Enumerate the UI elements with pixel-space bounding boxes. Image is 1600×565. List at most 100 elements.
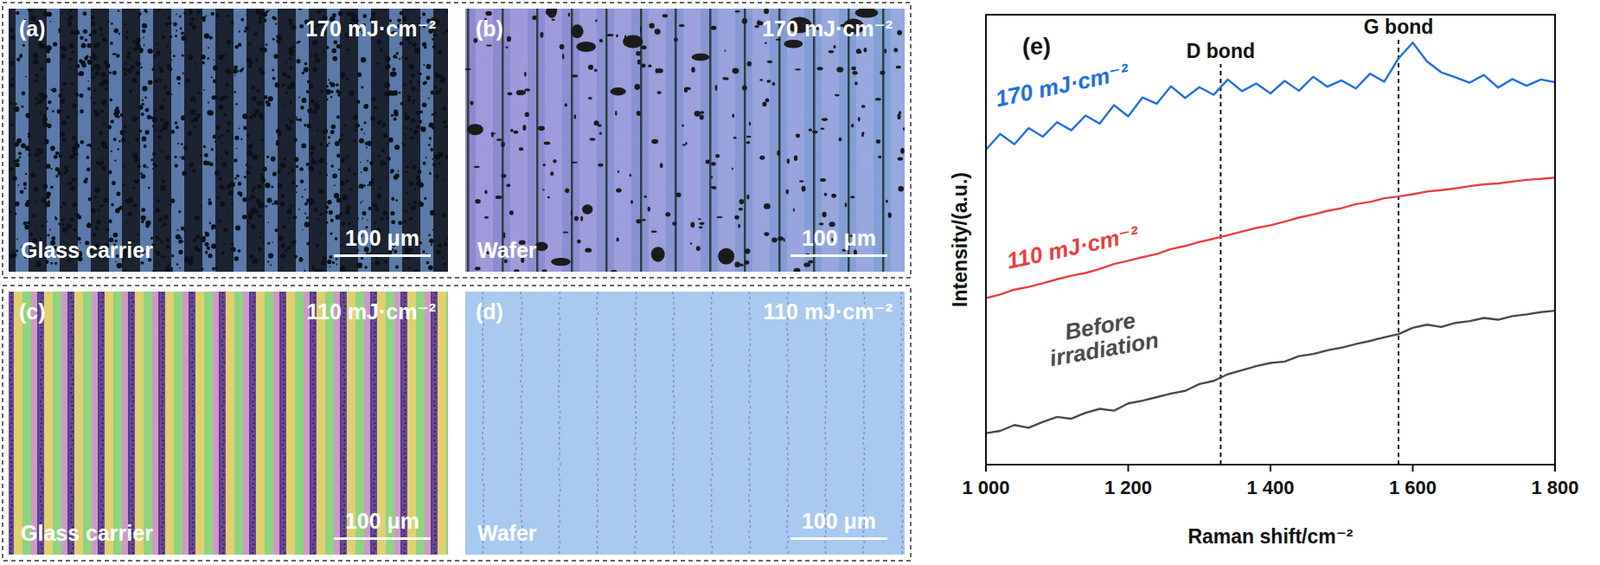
dot: [10, 352, 13, 356]
particle: [740, 263, 744, 268]
dot: [41, 469, 45, 473]
dot: [39, 383, 43, 386]
speckle: [21, 91, 26, 96]
speckle: [147, 48, 154, 54]
micrograph: (a)170 mJ·cm⁻²Glass carrier100 μm: [8, 6, 496, 275]
speckle: [320, 89, 323, 93]
speckle: [437, 161, 441, 165]
speckle: [273, 53, 279, 59]
speckle: [102, 37, 107, 42]
stripe: [544, 8, 563, 272]
speckle: [253, 185, 256, 189]
speckle: [114, 52, 117, 56]
speckle: [306, 162, 310, 167]
particle: [761, 101, 767, 107]
particle: [777, 236, 784, 241]
dot: [9, 435, 13, 438]
speckle: [243, 175, 247, 179]
speckle: [153, 128, 156, 132]
speckle: [179, 27, 183, 31]
dot: [40, 391, 44, 395]
dot: [40, 370, 44, 373]
dot: [39, 499, 43, 503]
dot: [102, 456, 105, 460]
dot: [10, 478, 13, 481]
speckle: [259, 204, 264, 209]
speckle: [348, 90, 354, 96]
particle: [734, 261, 741, 268]
background: [465, 8, 905, 272]
particle: [599, 132, 602, 135]
dot: [71, 396, 75, 399]
particle: [710, 161, 717, 166]
dot: [101, 300, 104, 304]
speckle: [39, 112, 42, 115]
speckle: [61, 173, 64, 176]
substrate-label: Wafer: [477, 237, 538, 263]
speckle: [123, 67, 128, 71]
particle: [662, 13, 669, 18]
speckle: [312, 108, 317, 114]
speckle: [374, 260, 380, 266]
speckle: [337, 93, 340, 96]
speckle: [108, 70, 112, 74]
particle: [747, 61, 752, 67]
speckle: [243, 29, 247, 32]
speckle: [154, 207, 160, 212]
particle: [651, 246, 666, 263]
dot: [11, 305, 14, 308]
speckle: [336, 153, 341, 159]
speckle: [87, 87, 91, 91]
band: [143, 291, 153, 555]
particle: [484, 216, 490, 219]
speckle: [152, 152, 156, 156]
speckle: [304, 221, 310, 227]
speckle: [341, 221, 346, 225]
speckle: [274, 199, 279, 205]
speckle: [183, 145, 188, 150]
speckle: [51, 109, 55, 113]
particle: [786, 189, 790, 195]
band: [158, 291, 160, 555]
speckle: [446, 11, 448, 14]
speckle: [178, 82, 181, 85]
speckle: [403, 83, 407, 86]
speckle: [104, 87, 109, 91]
speckle: [79, 140, 84, 145]
speckle: [104, 146, 109, 150]
speckle: [388, 249, 393, 255]
speckle: [330, 218, 334, 223]
speckle: [170, 129, 175, 135]
speckle: [335, 263, 338, 266]
speckle: [260, 172, 263, 176]
speckle: [422, 161, 427, 166]
speckle: [360, 85, 364, 89]
speckle: [9, 83, 14, 88]
speckle: [120, 129, 126, 135]
speckle: [320, 8, 325, 11]
speckle: [364, 121, 367, 124]
dot: [9, 348, 13, 352]
speckle: [288, 50, 295, 56]
speckle: [61, 89, 64, 91]
speckle: [384, 260, 389, 264]
speckle: [288, 117, 290, 120]
speckle: [180, 155, 186, 160]
stripe: [614, 8, 632, 272]
band: [38, 291, 45, 555]
speckle: [260, 70, 263, 74]
speckle: [166, 244, 171, 250]
speckle: [368, 206, 372, 211]
stripe: [233, 8, 247, 272]
speckle: [26, 220, 31, 224]
particle: [597, 163, 603, 167]
speckle: [155, 236, 160, 240]
speckle: [44, 107, 49, 111]
speckle: [409, 181, 414, 186]
particle: [710, 185, 717, 189]
dot: [70, 370, 74, 373]
speckle: [413, 129, 419, 135]
speckle: [358, 184, 363, 188]
speckle: [64, 166, 66, 169]
dot: [70, 422, 74, 425]
